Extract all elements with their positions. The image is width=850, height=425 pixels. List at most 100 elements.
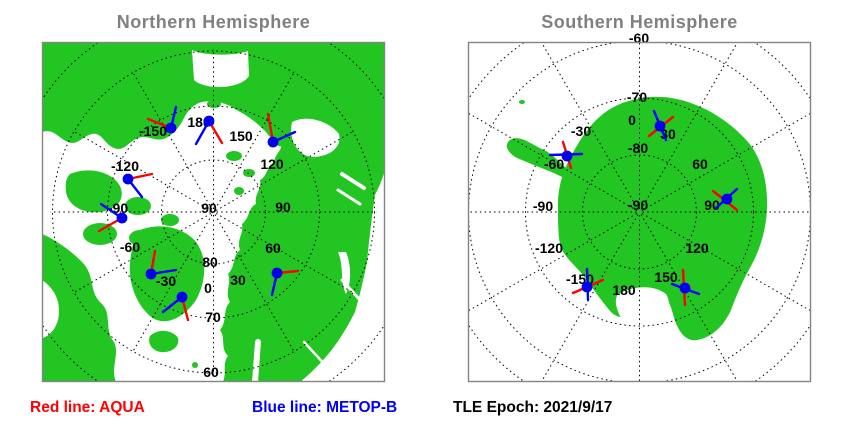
meridian-line (72, 213, 212, 294)
northern-hemisphere-map: 180-150 150-120 120-90 90-60 60-30 3009080706… (41, 41, 386, 383)
longitude-label: 30 (230, 272, 246, 288)
satellite-position-dot (122, 173, 134, 185)
meridian-line (540, 42, 639, 210)
meridian-line (131, 70, 213, 210)
satellite-position-dot (679, 282, 691, 294)
satellite-position-dot (271, 267, 283, 279)
landmass (506, 138, 574, 184)
satellite-position-dot (561, 150, 573, 162)
meridian-line (641, 112, 811, 211)
longitude-label: -90 (108, 200, 128, 216)
island (234, 187, 244, 195)
island (83, 223, 117, 245)
sea (42, 280, 60, 338)
longitude-label: 120 (685, 240, 709, 256)
meridian-line (72, 130, 212, 211)
sea (615, 287, 670, 329)
satellite-position-dot (203, 115, 215, 127)
longitude-label: -120 (111, 158, 139, 174)
longitude-label: -90 (533, 198, 553, 214)
landmass (42, 234, 116, 382)
meridian-line (214, 70, 296, 210)
latitude-circle (107, 105, 320, 319)
satellite-position-dot (267, 136, 279, 148)
northern-hemisphere-title: Northern Hemisphere (116, 12, 311, 32)
satellite-position-dot (654, 120, 666, 132)
latitude-label: 60 (203, 364, 219, 380)
latitude-label: 80 (202, 254, 218, 270)
satellite-position-dot (176, 291, 188, 303)
southern-hemisphere-title: Southern Hemisphere (541, 12, 738, 32)
meridian-line (468, 213, 638, 312)
longitude-label: -30 (571, 123, 591, 139)
longitude-label: -150 (139, 123, 167, 139)
sea-channel (302, 340, 330, 370)
latitude-label: 70 (205, 309, 221, 325)
longitude-label: 60 (265, 240, 281, 256)
legend-aqua-label: Red line: AQUA (30, 399, 145, 416)
map-body (42, 42, 385, 382)
legend-metopb-label: Blue line: METOP-B (252, 399, 398, 416)
meridian-line (215, 130, 355, 211)
latitude-circle (52, 50, 375, 374)
map-body (468, 42, 811, 382)
island (243, 169, 255, 177)
satellite-position-dot (116, 212, 128, 224)
sea (192, 50, 249, 88)
island (161, 214, 179, 226)
satellite-markers (97, 105, 300, 322)
longitude-label: 150 (229, 128, 253, 144)
landmass (558, 96, 768, 341)
latitude-label: -70 (627, 89, 647, 105)
latitude-label: -80 (628, 140, 648, 156)
meridian-line (640, 214, 739, 382)
meridian-line (540, 214, 639, 382)
satellite-markers (548, 109, 739, 307)
map-border (41, 41, 386, 383)
longitude-label: -120 (535, 240, 563, 256)
latitude-label: -90 (628, 197, 648, 213)
longitude-label: 180 (612, 282, 636, 298)
latitude-circle (161, 159, 266, 265)
longitude-label: -30 (156, 273, 176, 289)
island (192, 362, 198, 368)
sea-channel (252, 339, 261, 382)
sea-channel (340, 172, 366, 190)
landmass (65, 170, 122, 213)
latitude-label: 90 (201, 200, 217, 216)
island (226, 151, 242, 161)
meridian-line (215, 213, 355, 294)
island (519, 100, 525, 104)
meridian-line (468, 112, 638, 211)
island (207, 100, 221, 108)
longitude-label: -60 (544, 156, 564, 172)
landmass (149, 330, 179, 353)
legend-tle-epoch: TLE Epoch: 2021/9/17 (453, 399, 613, 416)
sea-channel (336, 188, 362, 206)
satellite-position-dot (165, 122, 177, 134)
longitude-label: 90 (275, 199, 291, 215)
meridian-line (641, 213, 811, 312)
longitude-label: 150 (654, 269, 678, 285)
map-border (467, 41, 812, 383)
island (129, 230, 151, 246)
longitude-label: -60 (120, 239, 140, 255)
meridian-line (214, 214, 296, 354)
meridian-line (640, 42, 739, 210)
longitude-label: 0 (628, 112, 636, 128)
island (125, 197, 151, 215)
latitude-label: -60 (629, 30, 649, 46)
latitude-circle (525, 97, 754, 327)
satellite-position-dot (581, 281, 593, 293)
sea-channel (340, 278, 362, 302)
satellite-position-dot (145, 268, 157, 280)
meridian-line (131, 214, 213, 354)
satellite-position-dot (721, 193, 733, 205)
sea (291, 118, 340, 157)
longitude-label: 60 (692, 156, 708, 172)
southern-hemisphere-map: 030-3060-6090-90120-120150-150180-60-70-… (467, 30, 812, 383)
landmass (220, 99, 385, 382)
longitude-label: 120 (260, 156, 284, 172)
latitude-circle (582, 154, 697, 270)
